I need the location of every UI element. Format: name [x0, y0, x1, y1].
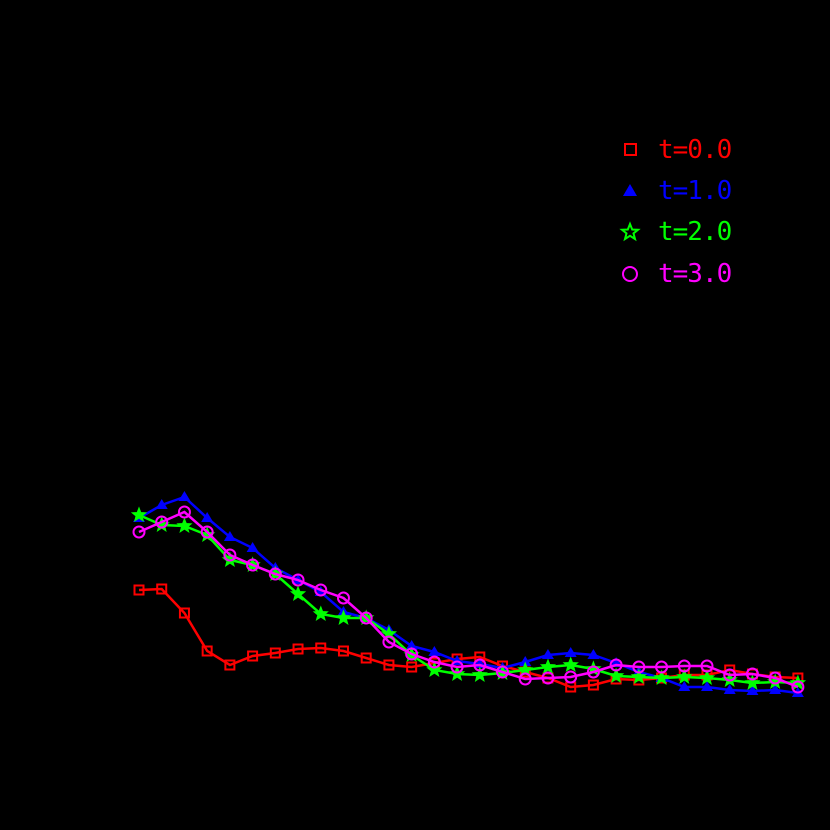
- data-point-circle-open-icon: [177, 505, 191, 519]
- data-point-circle-open-icon: [564, 670, 578, 684]
- data-point-triangle-filled-icon: [223, 531, 236, 541]
- data-point-star-open-icon: [335, 609, 352, 626]
- data-point-square-open-icon: [337, 645, 349, 657]
- data-point-circle-open-icon: [768, 671, 782, 685]
- data-point-circle-open-icon: [246, 558, 260, 572]
- triangle-filled-icon: [623, 184, 637, 196]
- data-point-square-open-icon: [247, 650, 259, 662]
- data-point-circle-open-icon: [155, 515, 169, 529]
- data-point-square-open-icon: [178, 607, 190, 619]
- data-point-circle-open-icon: [427, 655, 441, 669]
- data-point-circle-open-icon: [723, 668, 737, 682]
- data-point-square-open-icon: [360, 652, 372, 664]
- legend-label: t=1.0: [658, 176, 732, 206]
- data-point-triangle-filled-icon: [723, 684, 736, 694]
- data-point-triangle-filled-icon: [519, 656, 532, 666]
- data-point-square-open-icon: [406, 661, 418, 673]
- data-point-circle-open-icon: [314, 583, 328, 597]
- data-point-circle-open-icon: [450, 660, 464, 674]
- data-point-circle-open-icon: [609, 658, 623, 672]
- data-point-star-open-icon: [698, 669, 716, 685]
- data-point-star-open-icon: [471, 666, 488, 682]
- legend-label: t=0.0: [658, 135, 732, 165]
- data-point-circle-open-icon: [541, 671, 555, 685]
- legend-item-t0: t=0.0: [616, 132, 756, 168]
- data-point-square-open-icon: [201, 645, 213, 657]
- data-point-triangle-filled-icon: [428, 646, 441, 656]
- data-point-square-open-icon: [224, 659, 236, 671]
- data-point-triangle-filled-icon: [564, 647, 577, 657]
- data-point-circle-open-icon: [268, 567, 282, 581]
- data-point-star-open-icon: [539, 658, 557, 675]
- plot-area: [130, 491, 807, 697]
- data-point-circle-open-icon: [791, 680, 805, 694]
- data-point-circle-open-icon: [586, 665, 600, 679]
- data-point-triangle-filled-icon: [541, 649, 554, 659]
- data-point-circle-open-icon: [223, 548, 237, 562]
- square-open-icon: [624, 143, 637, 156]
- data-point-circle-open-icon: [677, 659, 691, 673]
- data-point-square-open-icon: [269, 647, 281, 659]
- data-point-circle-open-icon: [473, 658, 487, 672]
- data-point-star-open-icon: [312, 605, 329, 622]
- series-line: [138, 495, 799, 695]
- data-point-circle-open-icon: [336, 591, 350, 605]
- data-point-triangle-filled-icon: [178, 491, 191, 501]
- data-point-triangle-filled-icon: [746, 685, 759, 695]
- legend-label: t=3.0: [658, 259, 732, 289]
- data-point-square-open-icon: [292, 643, 304, 655]
- data-point-circle-open-icon: [132, 525, 146, 539]
- data-point-circle-open-icon: [518, 672, 532, 686]
- data-point-square-open-icon: [133, 584, 145, 596]
- data-point-star-open-icon: [653, 669, 670, 686]
- data-point-square-open-icon: [383, 659, 395, 671]
- legend-item-t3: t=3.0: [616, 256, 756, 292]
- data-point-star-open-icon: [607, 667, 625, 684]
- data-point-star-open-icon: [744, 674, 761, 691]
- data-point-star-open-icon: [176, 517, 193, 534]
- series-line: [138, 510, 799, 689]
- data-point-triangle-filled-icon: [155, 499, 168, 509]
- data-point-star-open-icon: [676, 668, 693, 685]
- data-point-circle-open-icon: [745, 667, 759, 681]
- legend-label: t=2.0: [658, 217, 732, 247]
- data-point-circle-open-icon: [405, 647, 419, 661]
- data-point-star-open-icon: [562, 656, 579, 673]
- data-point-square-open-icon: [315, 642, 327, 654]
- data-point-circle-open-icon: [200, 525, 214, 539]
- series-t-3-0: [132, 505, 805, 694]
- data-point-square-open-icon: [156, 583, 168, 595]
- legend-item-t2: t=2.0: [616, 214, 756, 250]
- data-point-circle-open-icon: [291, 573, 305, 587]
- data-point-triangle-filled-icon: [201, 512, 214, 522]
- data-point-star-open-icon: [630, 668, 647, 685]
- star-open-icon: [619, 221, 641, 242]
- data-point-circle-open-icon: [359, 611, 373, 625]
- data-point-circle-open-icon: [700, 659, 714, 673]
- circle-open-icon: [622, 266, 638, 282]
- data-point-triangle-filled-icon: [701, 681, 713, 691]
- data-point-triangle-filled-icon: [587, 649, 600, 659]
- data-point-circle-open-icon: [655, 660, 669, 674]
- data-point-circle-open-icon: [632, 660, 646, 674]
- legend-item-t1: t=1.0: [616, 173, 756, 209]
- data-point-triangle-filled-icon: [678, 681, 691, 691]
- data-point-triangle-filled-icon: [246, 542, 259, 552]
- data-point-star-open-icon: [289, 585, 307, 602]
- data-point-circle-open-icon: [382, 635, 396, 649]
- data-point-circle-open-icon: [496, 665, 510, 679]
- data-point-star-open-icon: [426, 661, 443, 678]
- data-point-square-open-icon: [587, 679, 599, 691]
- data-point-triangle-filled-icon: [769, 684, 782, 694]
- data-point-triangle-filled-icon: [405, 640, 418, 650]
- data-point-star-open-icon: [130, 506, 148, 522]
